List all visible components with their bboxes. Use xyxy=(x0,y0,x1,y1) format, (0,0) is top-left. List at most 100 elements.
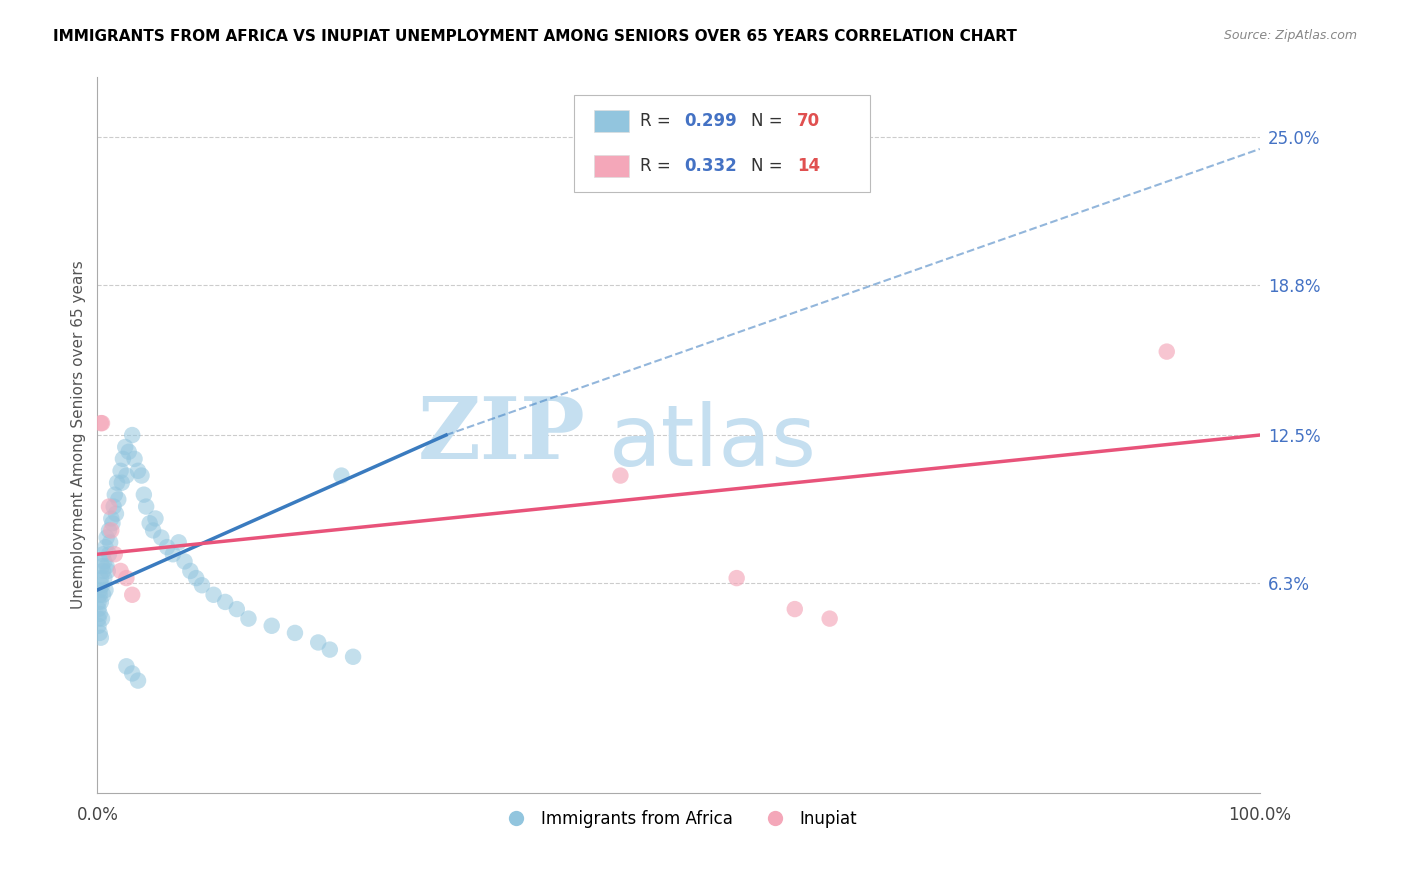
Text: N =: N = xyxy=(751,157,787,175)
Point xyxy=(91,416,114,430)
Point xyxy=(98,547,121,561)
Point xyxy=(179,564,201,578)
Point xyxy=(145,511,167,525)
Point xyxy=(100,524,122,538)
Point xyxy=(107,492,129,507)
Text: 70: 70 xyxy=(797,112,820,130)
Point xyxy=(121,666,143,681)
Point xyxy=(97,564,120,578)
Point xyxy=(90,595,112,609)
Point xyxy=(238,612,260,626)
Y-axis label: Unemployment Among Seniors over 65 years: Unemployment Among Seniors over 65 years xyxy=(72,260,86,609)
Point xyxy=(89,626,111,640)
Point xyxy=(98,535,121,549)
Text: atlas: atlas xyxy=(609,401,817,483)
Point xyxy=(142,524,165,538)
Point xyxy=(100,511,122,525)
Point xyxy=(111,475,134,490)
Point xyxy=(202,588,225,602)
Point xyxy=(111,451,134,466)
Point xyxy=(115,468,138,483)
Point xyxy=(110,464,132,478)
Point xyxy=(91,564,114,578)
Point xyxy=(118,444,141,458)
Point xyxy=(319,642,342,657)
Point xyxy=(818,612,841,626)
Point xyxy=(90,416,112,430)
Point xyxy=(307,635,329,649)
Point xyxy=(162,547,184,561)
Point xyxy=(609,468,631,483)
Point xyxy=(225,602,247,616)
Point xyxy=(89,588,111,602)
Point xyxy=(87,619,110,633)
Point xyxy=(104,488,127,502)
Point xyxy=(132,488,155,502)
Point xyxy=(91,578,114,592)
Point xyxy=(156,540,179,554)
Point xyxy=(104,507,127,521)
Text: R =: R = xyxy=(640,157,676,175)
Point xyxy=(783,602,806,616)
Point xyxy=(101,516,124,531)
Point xyxy=(1156,344,1178,359)
Point xyxy=(89,607,111,621)
Point xyxy=(91,588,114,602)
Point xyxy=(103,500,125,514)
Point xyxy=(90,571,112,585)
Text: 14: 14 xyxy=(797,157,820,175)
Text: 0.332: 0.332 xyxy=(685,157,737,175)
Point xyxy=(98,524,121,538)
Text: ZIP: ZIP xyxy=(418,393,585,477)
Point xyxy=(94,582,117,597)
Point xyxy=(186,571,208,585)
Point xyxy=(89,582,111,597)
Point xyxy=(104,547,127,561)
Point xyxy=(98,500,121,514)
Point xyxy=(124,451,146,466)
Point xyxy=(284,626,307,640)
Point xyxy=(96,531,118,545)
Point xyxy=(167,535,190,549)
Point xyxy=(94,540,117,554)
Point xyxy=(121,588,143,602)
Point xyxy=(87,595,110,609)
Point xyxy=(127,673,149,688)
Bar xyxy=(593,155,628,178)
Point xyxy=(96,559,118,574)
Point xyxy=(87,602,110,616)
Point xyxy=(114,440,136,454)
Point xyxy=(110,564,132,578)
Point xyxy=(91,547,114,561)
Point xyxy=(330,468,353,483)
Point xyxy=(150,531,173,545)
Point xyxy=(115,571,138,585)
Point xyxy=(342,649,364,664)
Point xyxy=(93,554,115,568)
Point xyxy=(138,516,160,531)
FancyBboxPatch shape xyxy=(574,95,870,192)
Legend: Immigrants from Africa, Inupiat: Immigrants from Africa, Inupiat xyxy=(494,803,865,834)
Text: 0.299: 0.299 xyxy=(685,112,737,130)
Point xyxy=(260,619,283,633)
Text: N =: N = xyxy=(751,112,787,130)
Point xyxy=(87,612,110,626)
Text: Source: ZipAtlas.com: Source: ZipAtlas.com xyxy=(1223,29,1357,42)
Point xyxy=(127,464,149,478)
Point xyxy=(131,468,153,483)
Bar xyxy=(593,110,628,132)
Text: R =: R = xyxy=(640,112,676,130)
Point xyxy=(725,571,748,585)
Point xyxy=(214,595,236,609)
Point xyxy=(191,578,214,592)
Point xyxy=(90,631,112,645)
Point xyxy=(93,571,115,585)
Text: IMMIGRANTS FROM AFRICA VS INUPIAT UNEMPLOYMENT AMONG SENIORS OVER 65 YEARS CORRE: IMMIGRANTS FROM AFRICA VS INUPIAT UNEMPL… xyxy=(53,29,1018,44)
Point xyxy=(173,554,195,568)
Point xyxy=(135,500,157,514)
Point xyxy=(115,659,138,673)
Point xyxy=(91,559,114,574)
Point xyxy=(91,612,114,626)
Point xyxy=(105,475,128,490)
Point xyxy=(121,428,143,442)
